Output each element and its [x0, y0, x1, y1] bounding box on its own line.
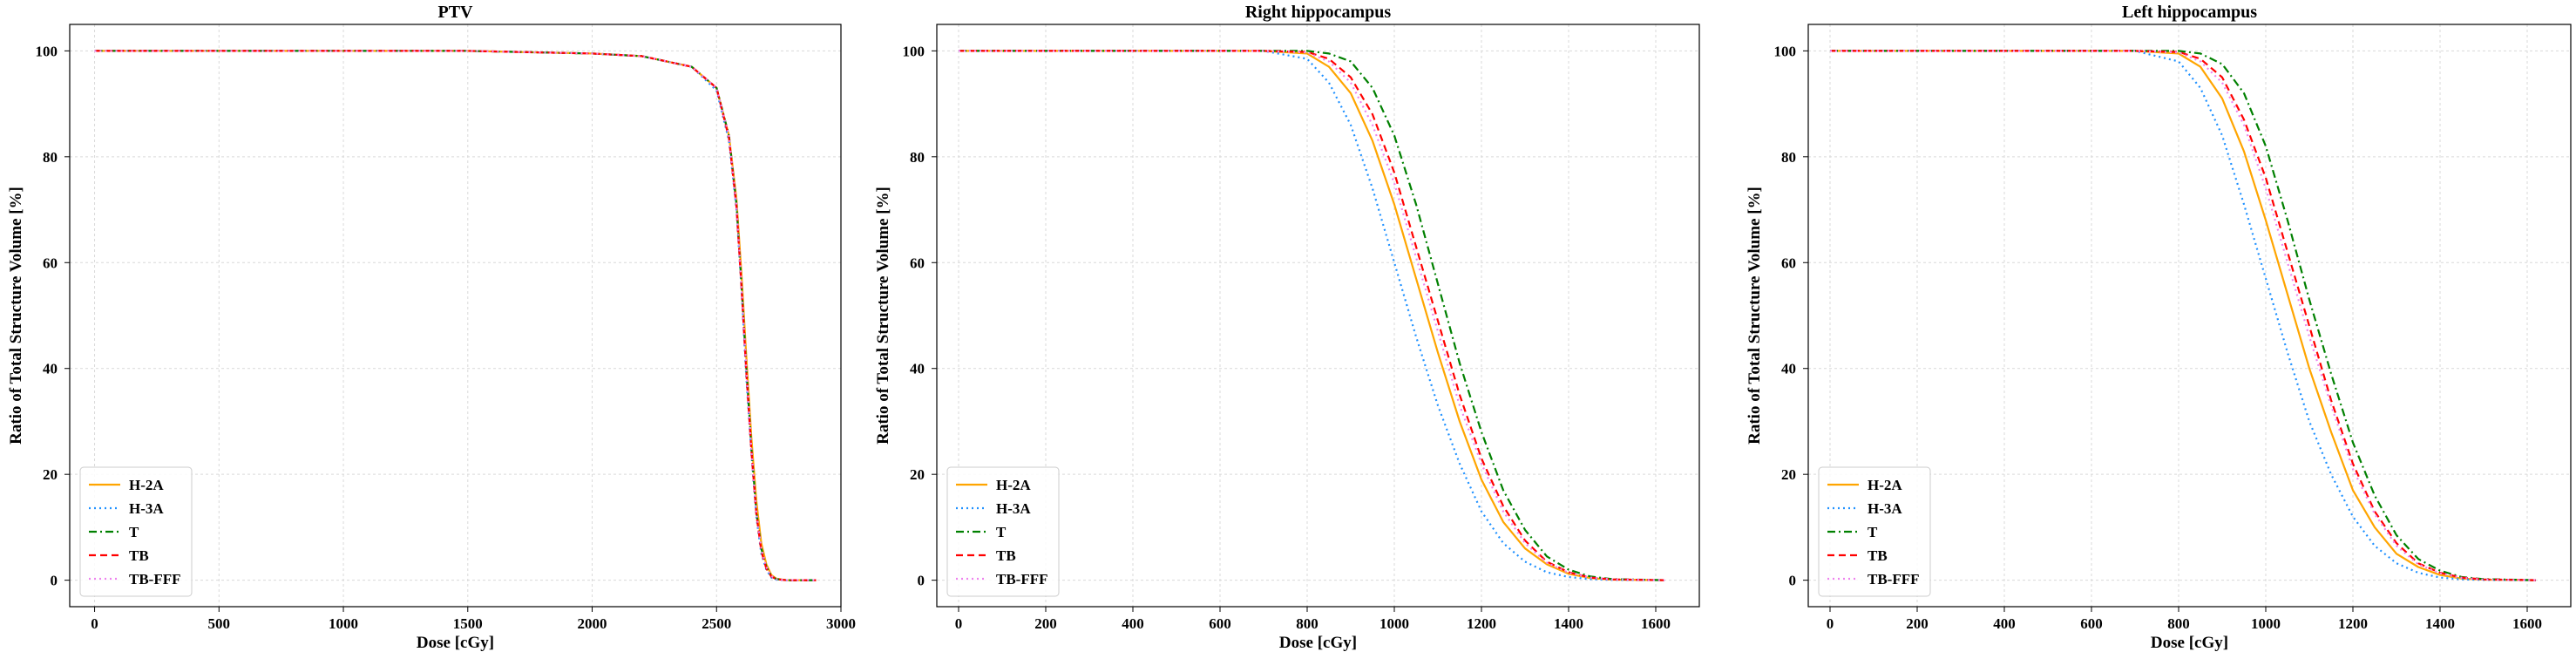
series-line-t — [1830, 50, 2537, 581]
x-tick-label: 1000 — [1380, 615, 1409, 632]
chart-panel-3: 0 200 400 600 800 1000 1200 1400 1600 0 20 40 60 80 10… — [1746, 3, 2572, 652]
legend: H-2A H-3A T TB TB-FFF — [79, 466, 193, 597]
x-tick-label: 600 — [1209, 615, 1231, 632]
legend-label-h-3a: H-3A — [1868, 500, 1902, 517]
chart-panel-2: 0 200 400 600 800 1000 1200 1400 1600 0 20 40 60 80 10… — [874, 3, 1700, 652]
series-line-h-2a — [959, 50, 1665, 581]
x-tick-label: 800 — [2167, 615, 2190, 632]
x-tick-label: 600 — [2080, 615, 2103, 632]
legend-label-tb: TB — [129, 547, 149, 564]
y-tick-label: 40 — [1781, 361, 1796, 377]
plot-frame — [1807, 24, 2572, 608]
series-line-tb — [959, 50, 1665, 581]
y-tick-label: 100 — [1774, 43, 1797, 59]
plot-frame — [936, 24, 1700, 608]
series-line-h-3a — [959, 50, 1665, 581]
legend-label-h-3a: H-3A — [129, 500, 164, 517]
y-tick-label: 0 — [918, 573, 925, 589]
x-tick-label: 200 — [1906, 615, 1929, 632]
y-axis-label: Ratio of Total Structure Volume [%] — [874, 187, 892, 445]
y-tick-label: 20 — [1781, 466, 1796, 483]
y-tick-label: 20 — [910, 466, 925, 483]
series-line-h-3a — [94, 50, 817, 581]
legend-label-tb: TB — [1868, 547, 1888, 564]
legend-label-h-3a: H-3A — [996, 500, 1031, 517]
legend-label-h-2a: H-2A — [996, 477, 1031, 493]
y-tick-label: 100 — [36, 43, 58, 59]
x-tick-label: 500 — [208, 615, 231, 632]
x-tick-label: 1200 — [2338, 615, 2368, 632]
y-axis-label: Ratio of Total Structure Volume [%] — [7, 187, 25, 445]
x-tick-label: 400 — [1993, 615, 2016, 632]
y-axis-label: Ratio of Total Structure Volume [%] — [1746, 187, 1764, 445]
legend-box — [1818, 466, 1931, 597]
legend-label-h-2a: H-2A — [1868, 477, 1902, 493]
y-tick-label: 80 — [1781, 149, 1796, 166]
series-line-h-2a — [1830, 50, 2537, 581]
legend-box — [946, 466, 1060, 597]
x-tick-label: 1200 — [1467, 615, 1496, 632]
legend-label-tb-fff: TB-FFF — [1868, 571, 1920, 587]
y-tick-label: 0 — [51, 573, 58, 589]
y-tick-label: 80 — [910, 149, 925, 166]
y-tick-label: 60 — [43, 255, 58, 271]
y-tick-label: 40 — [43, 361, 58, 377]
series-line-t — [94, 50, 817, 581]
y-tick-label: 20 — [43, 466, 58, 483]
x-tick-label: 0 — [955, 615, 963, 632]
x-tick-label: 1000 — [2251, 615, 2281, 632]
legend-box — [79, 466, 193, 597]
x-tick-label: 1000 — [329, 615, 358, 632]
legend-label-t: T — [1868, 524, 1878, 540]
legend-label-tb-fff: TB-FFF — [129, 571, 181, 587]
x-tick-label: 0 — [91, 615, 98, 632]
x-tick-label: 2500 — [702, 615, 731, 632]
legend-label-tb: TB — [996, 547, 1016, 564]
legend-label-h-2a: H-2A — [129, 477, 164, 493]
x-tick-label: 3000 — [826, 615, 856, 632]
series-line-h-3a — [1830, 50, 2537, 581]
chart-title: Right hippocampus — [1245, 3, 1391, 22]
series-line-tb — [94, 50, 817, 581]
legend-label-t: T — [129, 524, 139, 540]
x-tick-label: 1400 — [2425, 615, 2455, 632]
chart-title: PTV — [438, 3, 474, 22]
chart-title: Left hippocampus — [2122, 3, 2257, 22]
series-line-t — [959, 50, 1665, 581]
chart-panel-1: 0 500 1000 1500 2000 2500 3000 0 20 40 60 80 100 PTV D… — [7, 3, 856, 652]
y-tick-label: 60 — [910, 255, 925, 271]
series-line-tb — [1830, 50, 2537, 581]
x-axis-label: Dose [cGy] — [417, 634, 494, 652]
legend: H-2A H-3A T TB TB-FFF — [946, 466, 1060, 597]
x-axis-label: Dose [cGy] — [1279, 634, 1357, 652]
legend-label-tb-fff: TB-FFF — [996, 571, 1048, 587]
x-tick-label: 0 — [1827, 615, 1834, 632]
x-tick-label: 800 — [1296, 615, 1319, 632]
x-tick-label: 2000 — [578, 615, 607, 632]
x-tick-label: 200 — [1034, 615, 1057, 632]
series-line-tb-fff — [1830, 50, 2537, 581]
series-line-tb-fff — [94, 50, 817, 581]
x-tick-label: 1400 — [1554, 615, 1583, 632]
x-tick-label: 1600 — [2512, 615, 2542, 632]
y-tick-label: 60 — [1781, 255, 1796, 271]
x-axis-label: Dose [cGy] — [2151, 634, 2228, 652]
series-line-h-2a — [94, 50, 817, 581]
y-tick-label: 0 — [1789, 573, 1797, 589]
series-line-tb-fff — [959, 50, 1665, 581]
x-tick-label: 1600 — [1641, 615, 1671, 632]
plot-frame — [69, 24, 842, 608]
x-tick-label: 400 — [1122, 615, 1144, 632]
y-tick-label: 40 — [910, 361, 925, 377]
y-tick-label: 80 — [43, 149, 58, 166]
legend-label-t: T — [996, 524, 1007, 540]
y-tick-label: 100 — [903, 43, 925, 59]
legend: H-2A H-3A T TB TB-FFF — [1818, 466, 1931, 597]
x-tick-label: 1500 — [453, 615, 483, 632]
